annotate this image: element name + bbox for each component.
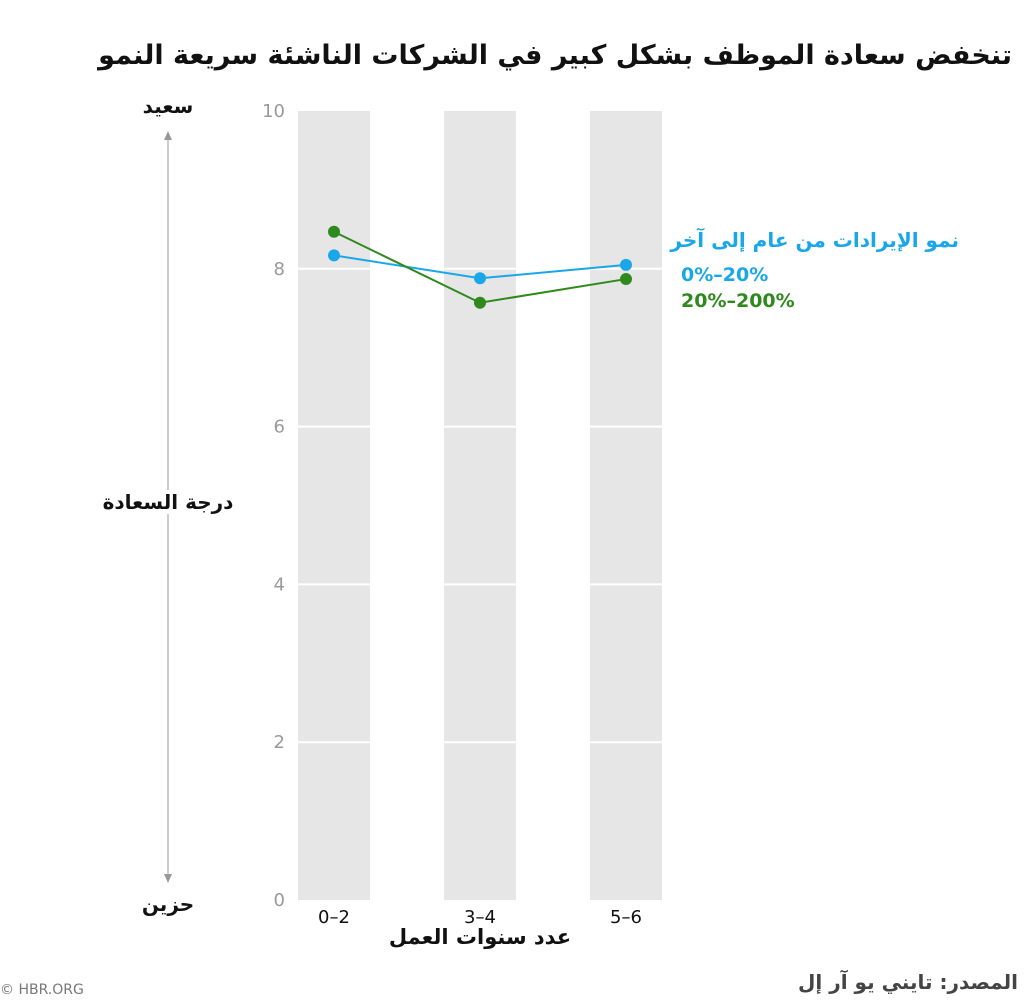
y-tick-label: 10: [262, 101, 285, 122]
category-band: [444, 111, 516, 900]
y-axis-top-label: سعيد: [142, 94, 194, 118]
x-tick-label: 0–2: [318, 907, 350, 928]
arrow-down-icon: [164, 874, 172, 883]
y-axis-bottom-label: حزين: [141, 892, 195, 916]
legend-item-low-growth: 0%–20%: [681, 264, 769, 286]
y-tick-labels: 0 2 4 6 8 10: [262, 101, 285, 911]
y-tick-label: 8: [274, 259, 285, 280]
x-tick-label: 5–6: [610, 907, 642, 928]
x-tick-label: 3–4: [464, 907, 496, 928]
data-point: [328, 249, 340, 262]
data-point: [620, 258, 632, 271]
data-point: [474, 272, 486, 285]
chart-title: تنخفض سعادة الموظف بشكل كبير في الشركات …: [98, 40, 1012, 71]
gridlines: [298, 267, 662, 744]
x-axis-label: عدد سنوات العمل: [388, 925, 572, 949]
y-axis-label: درجة السعادة: [78, 490, 258, 514]
y-tick-label: 0: [274, 890, 285, 911]
data-point: [474, 296, 486, 309]
copyright-credit: © HBR.ORG: [0, 982, 84, 998]
legend-item-high-growth: 20%–200%: [681, 290, 795, 312]
data-point: [328, 225, 340, 238]
arrow-up-icon: [164, 131, 172, 140]
category-band: [590, 111, 662, 900]
data-point: [620, 273, 632, 286]
y-tick-label: 2: [274, 732, 285, 753]
y-tick-label: 6: [274, 417, 285, 438]
legend-title: نمو الإيرادات من عام إلى آخر: [670, 228, 959, 252]
source-note: المصدر: تايني يو آر إل: [798, 970, 1018, 994]
y-tick-label: 4: [274, 574, 285, 595]
x-tick-labels: 0–2 3–4 5–6: [318, 907, 642, 928]
category-bands: [298, 111, 662, 900]
series-lines: [328, 225, 632, 309]
